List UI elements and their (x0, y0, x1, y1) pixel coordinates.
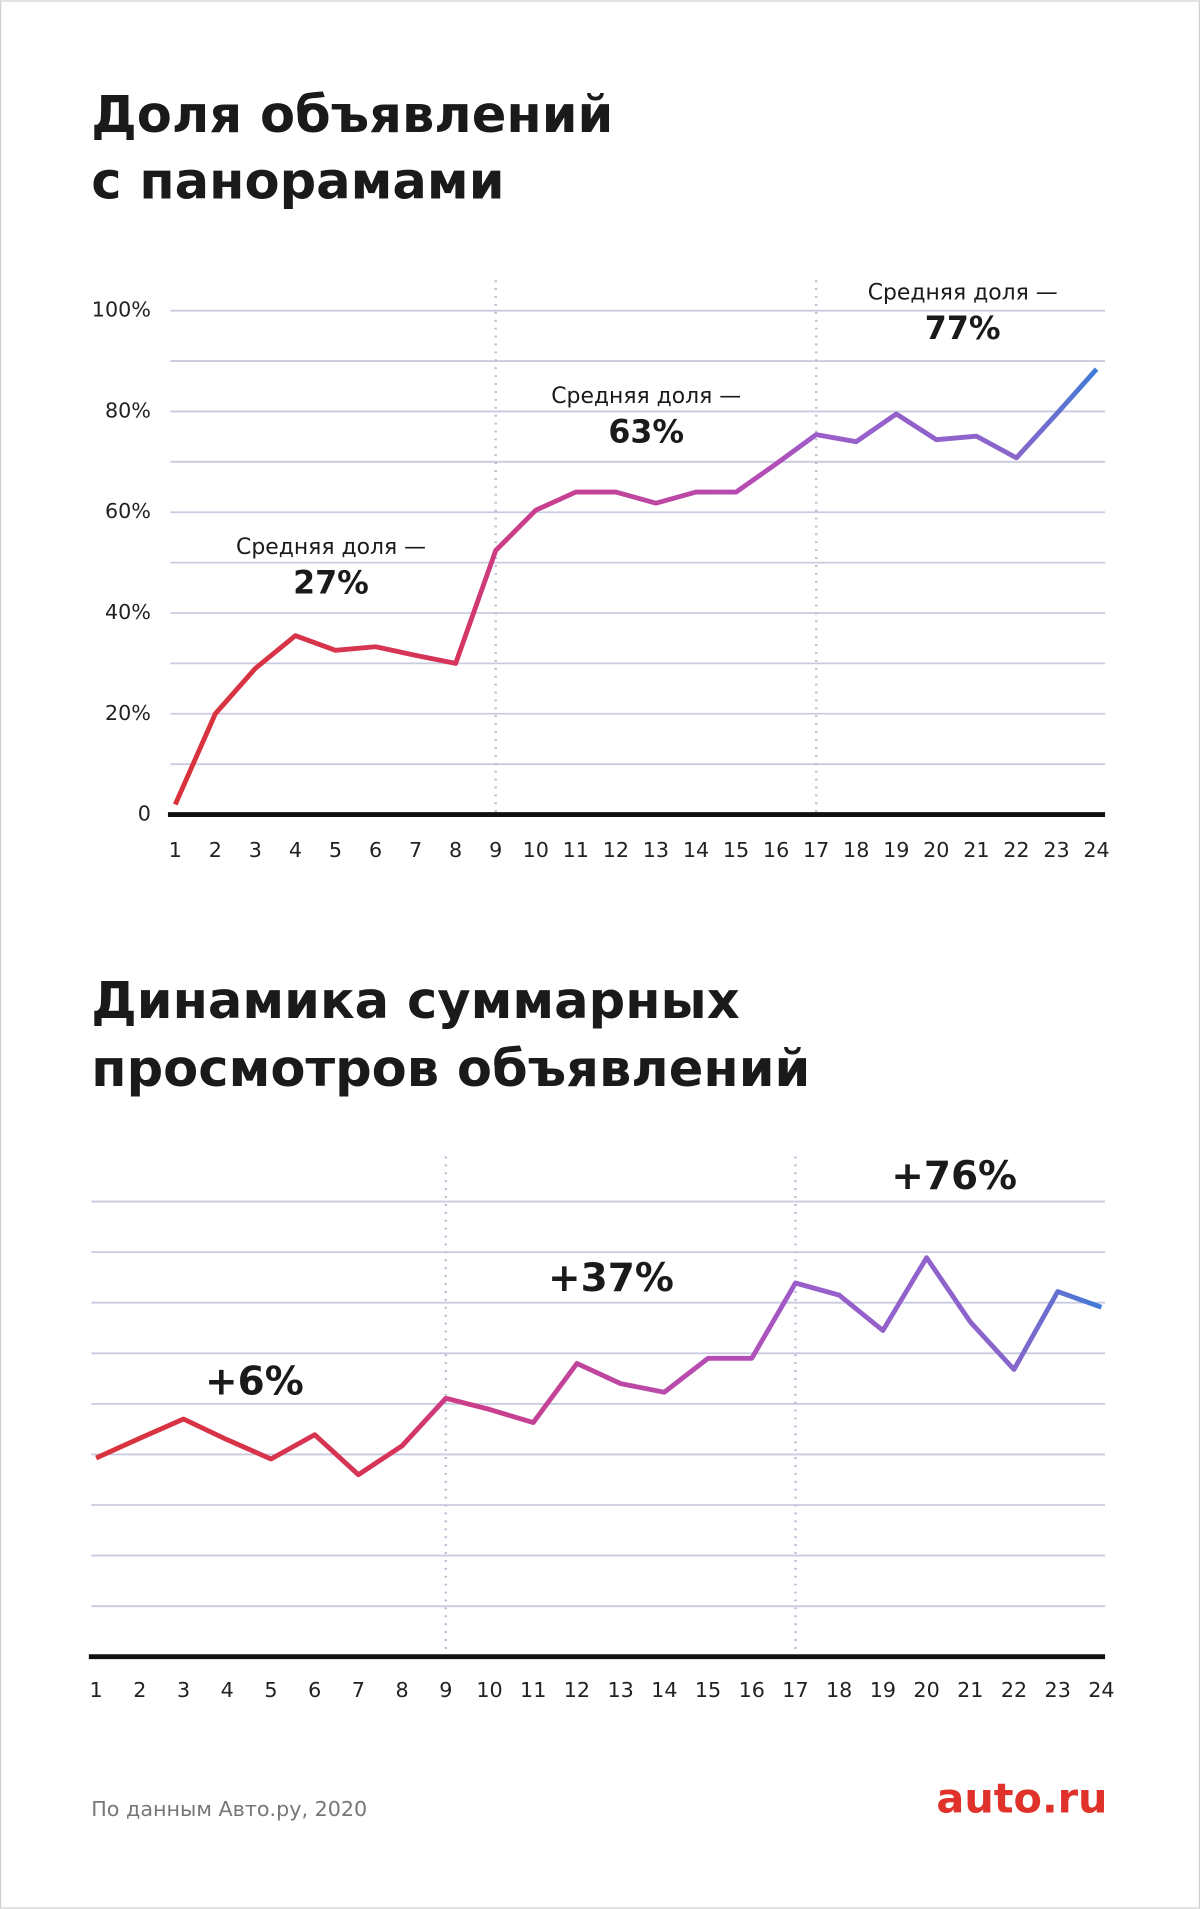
y-tick-label: 20% (105, 701, 151, 725)
x-tick-label: 24 (1088, 1678, 1114, 1702)
annotation-value: 63% (608, 415, 684, 451)
x-tick-label: 21 (957, 1678, 983, 1702)
annotation-value: +37% (548, 1256, 674, 1301)
chart-title: просмотров объявлений (91, 1040, 810, 1099)
x-tick-label: 4 (289, 838, 302, 862)
annotation: Средняя доля — (236, 535, 426, 560)
x-tick-label: 11 (563, 838, 589, 862)
annotation-value: +6% (205, 1360, 304, 1405)
x-tick-label: 4 (221, 1678, 234, 1702)
x-tick-label: 1 (90, 1678, 103, 1702)
logo: auto.ru (936, 1775, 1107, 1823)
x-tick-label: 22 (1001, 1678, 1027, 1702)
y-tick-label: 60% (105, 499, 151, 523)
x-tick-label: 7 (352, 1678, 365, 1702)
source: По данным Авто.ру, 2020 (91, 1797, 367, 1821)
y-tick-label: 40% (105, 600, 151, 624)
x-tick-label: 23 (1043, 838, 1069, 862)
annotation-value: 27% (293, 566, 369, 602)
line-series (173, 367, 1099, 806)
x-tick-label: 2 (209, 838, 222, 862)
x-tick-label: 9 (489, 838, 502, 862)
x-tick-label: 17 (782, 1678, 808, 1702)
y-tick-label: 80% (105, 398, 151, 422)
x-tick-label: 23 (1045, 1678, 1071, 1702)
x-tick-label: 20 (923, 838, 949, 862)
x-tick-label: 6 (308, 1678, 321, 1702)
chart-title: с панорамами (91, 153, 504, 212)
x-tick-label: 8 (396, 1678, 409, 1702)
x-tick-label: 14 (683, 838, 709, 862)
x-tick-label: 22 (1003, 838, 1029, 862)
y-tick-label: 0 (138, 802, 151, 826)
x-tick-label: 5 (264, 1678, 277, 1702)
x-tick-label: 19 (883, 838, 909, 862)
x-tick-label: 5 (329, 838, 342, 862)
x-tick-label: 20 (913, 1678, 939, 1702)
x-tick-label: 11 (520, 1678, 546, 1702)
x-tick-label: 8 (449, 838, 462, 862)
x-tick-label: 12 (564, 1678, 590, 1702)
x-tick-label: 14 (651, 1678, 677, 1702)
x-tick-label: 18 (826, 1678, 852, 1702)
annotation-value: +76% (891, 1154, 1017, 1199)
x-tick-label: 3 (177, 1678, 190, 1702)
x-tick-label: 17 (803, 838, 829, 862)
x-tick-label: 13 (643, 838, 669, 862)
chart-title: Доля объявлений (91, 86, 613, 145)
x-tick-label: 15 (695, 1678, 721, 1702)
x-tick-label: 15 (723, 838, 749, 862)
x-tick-label: 9 (439, 1678, 452, 1702)
x-tick-label: 24 (1083, 838, 1109, 862)
x-tick-label: 16 (739, 1678, 765, 1702)
x-tick-label: 13 (607, 1678, 633, 1702)
x-tick-label: 18 (843, 838, 869, 862)
y-tick-label: 100% (92, 298, 151, 322)
annotation-value: 77% (925, 311, 1001, 347)
x-tick-label: 10 (523, 838, 549, 862)
x-tick-label: 19 (870, 1678, 896, 1702)
x-tick-label: 10 (476, 1678, 502, 1702)
line-series (95, 1255, 1103, 1478)
x-tick-label: 6 (369, 838, 382, 862)
x-tick-label: 2 (133, 1678, 146, 1702)
x-tick-label: 1 (169, 838, 182, 862)
annotation: Средняя доля — (551, 384, 741, 409)
chart-title: Динамика суммарных (91, 972, 739, 1031)
x-tick-label: 21 (963, 838, 989, 862)
x-tick-label: 3 (249, 838, 262, 862)
x-tick-label: 12 (603, 838, 629, 862)
x-tick-label: 7 (409, 838, 422, 862)
annotation: Средняя доля — (868, 281, 1058, 306)
x-tick-label: 16 (763, 838, 789, 862)
